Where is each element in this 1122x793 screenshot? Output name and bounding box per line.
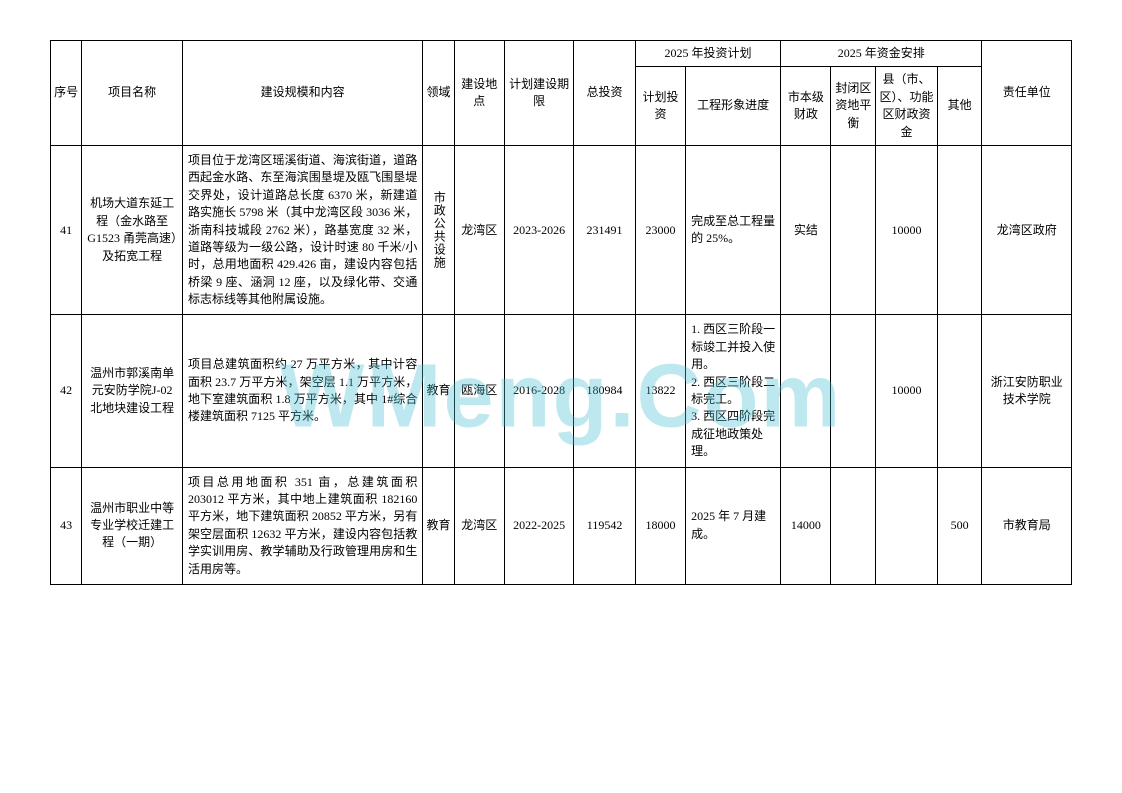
cell-county: 10000	[876, 145, 938, 315]
cell-period: 2022-2025	[504, 467, 573, 584]
header-county: 县（市、区）、功能区财政资金	[876, 67, 938, 146]
cell-seq: 43	[51, 467, 82, 584]
cell-city: 实结	[781, 145, 831, 315]
cell-plan_inv: 13822	[635, 315, 685, 467]
cell-progress: 1. 西区三阶段一标竣工并投入使用。 2. 西区三阶段二标完工。 3. 西区四阶…	[686, 315, 781, 467]
header-seq: 序号	[51, 41, 82, 146]
header-domain: 领域	[423, 41, 454, 146]
cell-county	[876, 467, 938, 584]
cell-total: 180984	[574, 315, 636, 467]
cell-domain: 教育	[423, 315, 454, 467]
header-other: 其他	[937, 67, 982, 146]
table-row: 41机场大道东延工程（金水路至G1523 甬莞高速）及拓宽工程项目位于龙湾区瑶溪…	[51, 145, 1072, 315]
cell-domain: 市政公共设施	[423, 145, 454, 315]
cell-name: 温州市职业中等专业学校迁建工程（一期）	[82, 467, 183, 584]
cell-period: 2016-2028	[504, 315, 573, 467]
table-header: 序号 项目名称 建设规模和内容 领域 建设地点 计划建设期限 总投资 2025 …	[51, 41, 1072, 146]
header-closed: 封闭区资地平衡	[831, 67, 876, 146]
header-total: 总投资	[574, 41, 636, 146]
cell-seq: 41	[51, 145, 82, 315]
cell-name: 温州市郭溪南单元安防学院J-02 北地块建设工程	[82, 315, 183, 467]
cell-other: 500	[937, 467, 982, 584]
cell-closed	[831, 467, 876, 584]
cell-content: 项目位于龙湾区瑶溪街道、海滨街道，道路西起金水路、东至海滨围垦堤及瓯飞围垦堤交界…	[182, 145, 422, 315]
cell-city	[781, 315, 831, 467]
header-period: 计划建设期限	[504, 41, 573, 146]
cell-other	[937, 145, 982, 315]
cell-resp: 浙江安防职业技术学院	[982, 315, 1072, 467]
cell-total: 119542	[574, 467, 636, 584]
header-plan-inv: 计划投资	[635, 67, 685, 146]
table-row: 43温州市职业中等专业学校迁建工程（一期）项目总用地面积 351 亩，总建筑面积…	[51, 467, 1072, 584]
cell-location: 瓯海区	[454, 315, 504, 467]
cell-location: 龙湾区	[454, 467, 504, 584]
cell-content: 项目总用地面积 351 亩，总建筑面积 203012 平方米，其中地上建筑面积 …	[182, 467, 422, 584]
cell-location: 龙湾区	[454, 145, 504, 315]
cell-content: 项目总建筑面积约 27 万平方米，其中计容面积 23.7 万平方米，架空层 1.…	[182, 315, 422, 467]
table-row: 42温州市郭溪南单元安防学院J-02 北地块建设工程项目总建筑面积约 27 万平…	[51, 315, 1072, 467]
cell-period: 2023-2026	[504, 145, 573, 315]
header-content: 建设规模和内容	[182, 41, 422, 146]
cell-closed	[831, 145, 876, 315]
header-progress: 工程形象进度	[686, 67, 781, 146]
cell-resp: 市教育局	[982, 467, 1072, 584]
cell-city: 14000	[781, 467, 831, 584]
cell-plan_inv: 18000	[635, 467, 685, 584]
cell-progress: 2025 年 7 月建成。	[686, 467, 781, 584]
cell-plan_inv: 23000	[635, 145, 685, 315]
cell-seq: 42	[51, 315, 82, 467]
cell-closed	[831, 315, 876, 467]
cell-domain: 教育	[423, 467, 454, 584]
cell-county: 10000	[876, 315, 938, 467]
header-resp: 责任单位	[982, 41, 1072, 146]
header-location: 建设地点	[454, 41, 504, 146]
cell-name: 机场大道东延工程（金水路至G1523 甬莞高速）及拓宽工程	[82, 145, 183, 315]
table-body: 41机场大道东延工程（金水路至G1523 甬莞高速）及拓宽工程项目位于龙湾区瑶溪…	[51, 145, 1072, 584]
cell-other	[937, 315, 982, 467]
header-plan-group: 2025 年投资计划	[635, 41, 780, 67]
cell-total: 231491	[574, 145, 636, 315]
project-table: 序号 项目名称 建设规模和内容 领域 建设地点 计划建设期限 总投资 2025 …	[50, 40, 1072, 585]
header-city: 市本级财政	[781, 67, 831, 146]
cell-resp: 龙湾区政府	[982, 145, 1072, 315]
header-fund-group: 2025 年资金安排	[781, 41, 982, 67]
header-name: 项目名称	[82, 41, 183, 146]
cell-progress: 完成至总工程量的 25%。	[686, 145, 781, 315]
